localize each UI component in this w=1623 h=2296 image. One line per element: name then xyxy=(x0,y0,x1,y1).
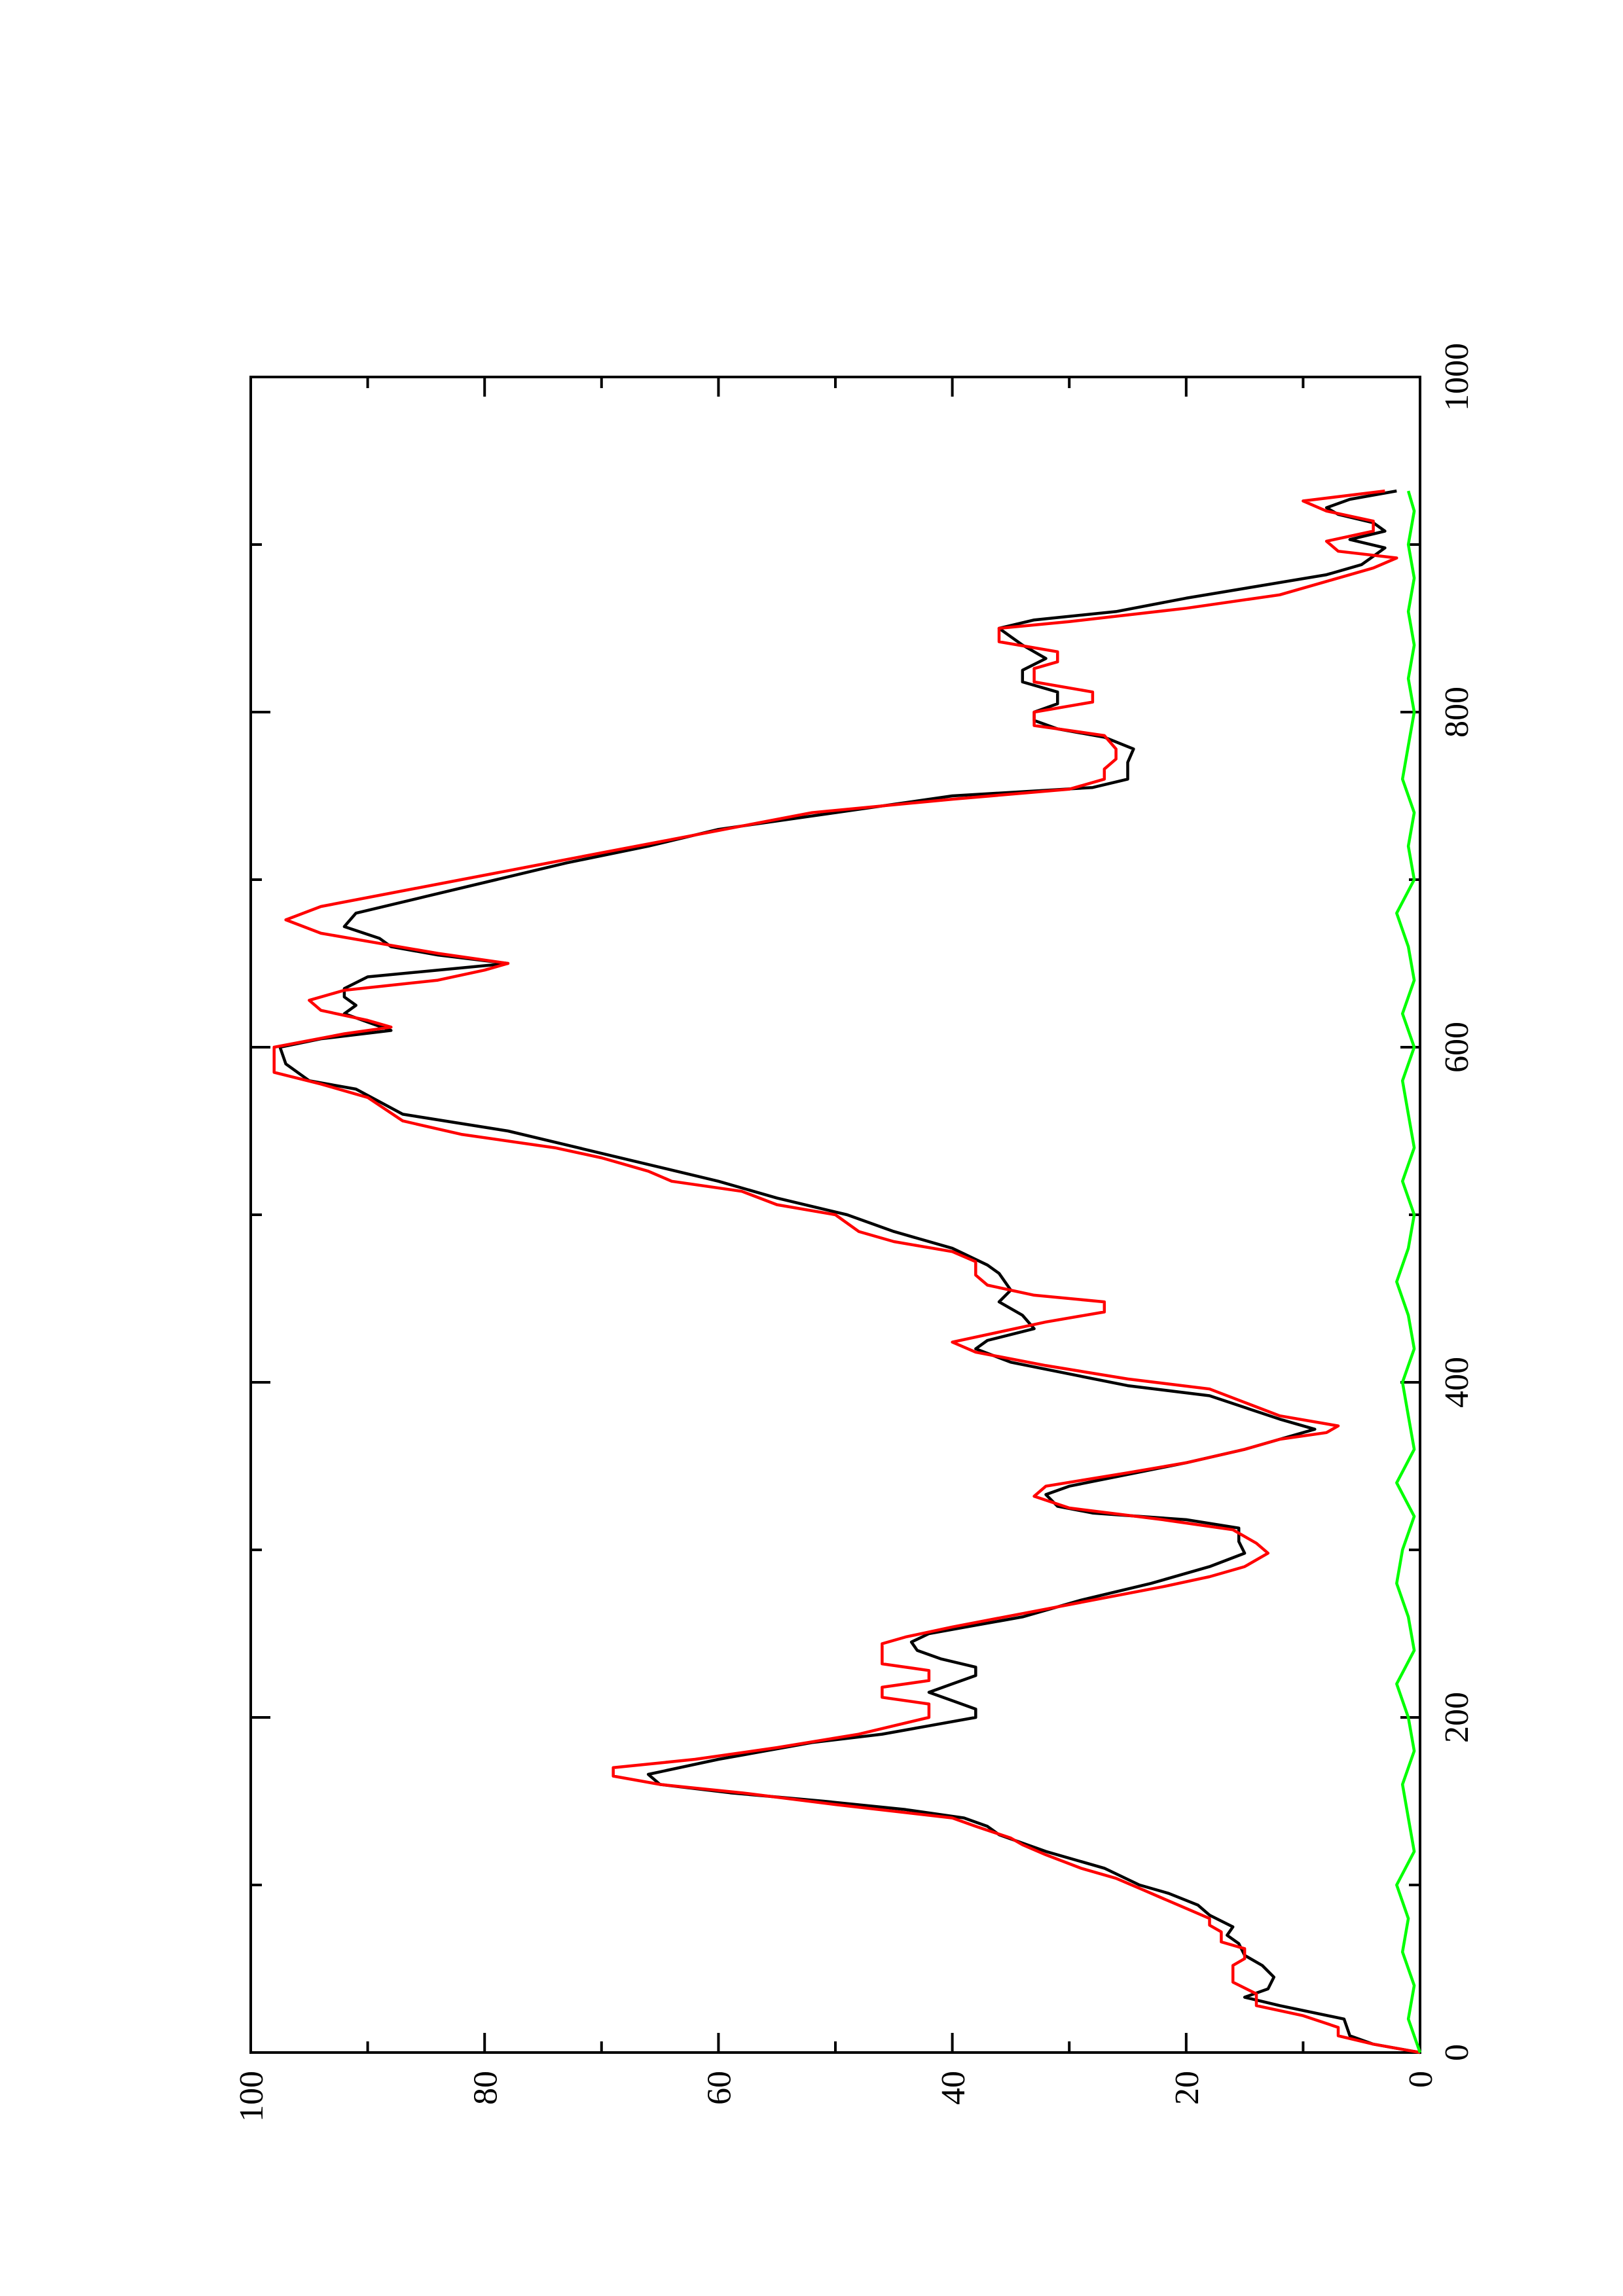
series-line-3 xyxy=(1395,490,1422,2053)
x-tick-label-400: 400 xyxy=(1438,1357,1476,1408)
series-line-2 xyxy=(272,489,1421,2054)
y-tick-label-100: 100 xyxy=(233,2071,270,2122)
x-tick-label-200: 200 xyxy=(1438,1692,1476,1743)
x-tick-label-800: 800 xyxy=(1438,687,1476,738)
y-tick-label-40: 40 xyxy=(935,2071,972,2105)
y-tick-label-80: 80 xyxy=(467,2071,504,2105)
x-tick-label-0: 0 xyxy=(1438,2044,1476,2061)
y-tick-label-60: 60 xyxy=(701,2071,739,2105)
x-tick-label-600: 600 xyxy=(1438,1022,1476,1073)
plot-area: 0 200 400 600 800 1000 0 20 40 60 80 100 xyxy=(233,343,1476,2122)
y-tick-label-0: 0 xyxy=(1402,2071,1440,2088)
x-tick-label-1000: 1000 xyxy=(1438,343,1476,411)
y-tick-label-20: 20 xyxy=(1169,2071,1206,2105)
series-line-1 xyxy=(278,489,1421,2054)
